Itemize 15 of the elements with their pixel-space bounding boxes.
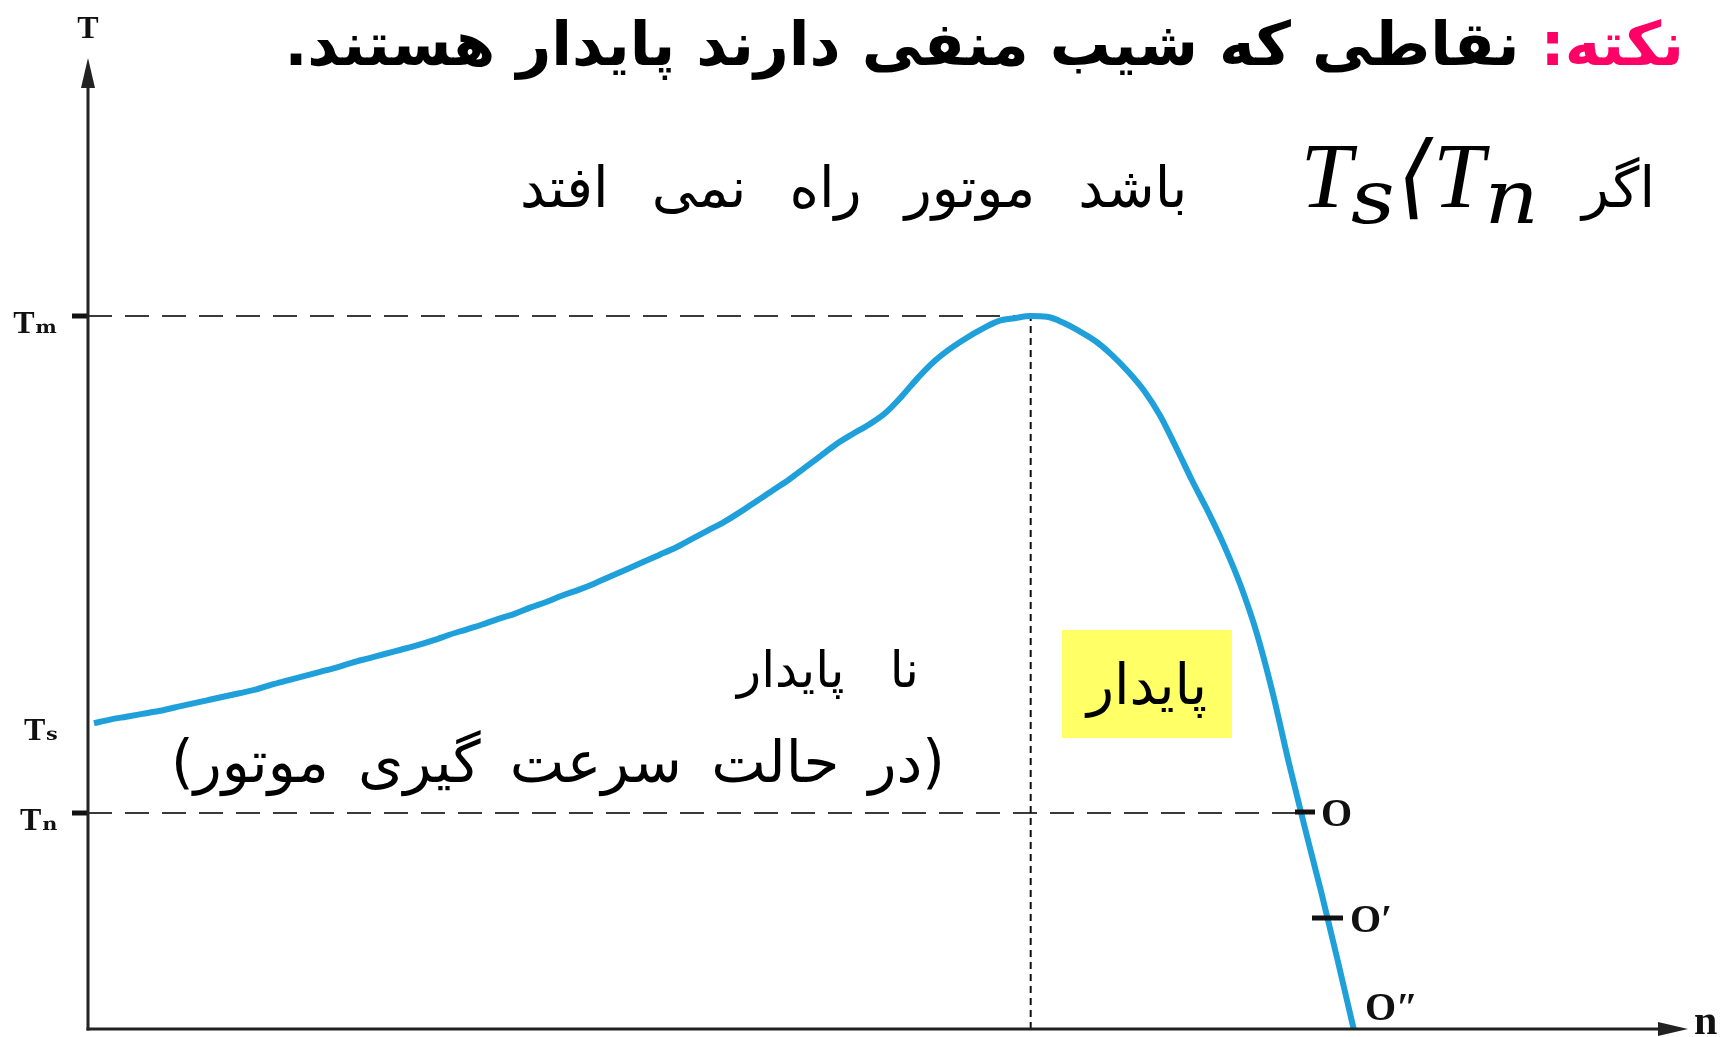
annotation: نا پایدار	[737, 639, 919, 701]
annotation: O	[1295, 790, 1353, 835]
annotation: O′	[1350, 896, 1393, 941]
annotation: (در حالت سرعت گیری موتور)	[171, 726, 945, 799]
annotation: پایدار	[1062, 630, 1232, 738]
annotation: n	[1694, 997, 1718, 1037]
ref-line-label: Tₘ	[13, 304, 58, 340]
ref-line-label: Tₙ	[20, 801, 58, 837]
annotation: O′	[1312, 896, 1393, 941]
annotation: O	[1321, 790, 1353, 835]
title: نکته:	[1540, 9, 1684, 79]
annotation: Tₛ	[24, 711, 58, 747]
annotation: O″	[1365, 984, 1419, 1029]
annotation: T	[77, 9, 99, 45]
subtitle: نقاطی که شیب منفی دارند پایدار هستند.	[284, 9, 1520, 79]
